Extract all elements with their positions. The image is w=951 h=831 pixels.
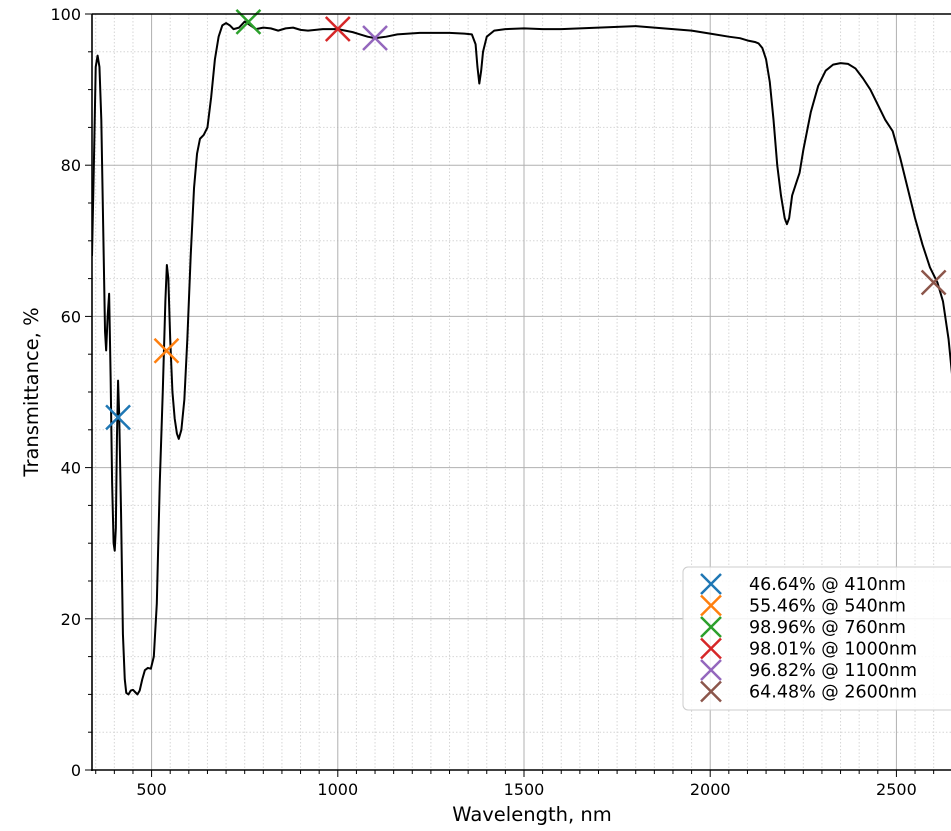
- legend-entry-label: 55.46% @ 540nm: [749, 597, 906, 617]
- data-marker: [153, 337, 180, 364]
- y-tick-label: 60: [61, 307, 81, 326]
- y-tick-label: 100: [50, 5, 81, 24]
- y-tick-label: 0: [71, 761, 81, 780]
- data-marker: [324, 16, 351, 42]
- data-marker: [105, 404, 131, 431]
- data-marker: [920, 269, 947, 296]
- legend-entry-label: 98.01% @ 1000nm: [749, 640, 917, 660]
- legend-marker: [700, 659, 722, 681]
- x-tick-label: 2000: [690, 780, 731, 799]
- x-tick-label: 1000: [317, 780, 358, 799]
- y-tick-label: 20: [61, 610, 81, 629]
- y-tick-label: 40: [61, 459, 81, 478]
- legend-marker: [700, 573, 722, 595]
- legend-marker: [700, 594, 722, 617]
- y-tick-label: 80: [61, 156, 81, 175]
- legend-box: [682, 566, 951, 711]
- legend-marker: [700, 680, 722, 703]
- data-marker: [362, 25, 388, 51]
- legend-entry-label: 46.64% @ 410nm: [749, 575, 906, 595]
- legend-entry-label: 96.82% @ 1100nm: [749, 661, 917, 681]
- x-tick-label: 1500: [504, 780, 545, 799]
- legend-entry-label: 98.96% @ 760nm: [749, 618, 906, 638]
- transmittance-series-line: [92, 20, 951, 696]
- tick-layer: 500 1000 1500 2000 2500 0 20 40 60 80 100: [50, 5, 935, 799]
- y-axis-label: Transmittance, %: [20, 307, 43, 477]
- legend-marker: [700, 637, 722, 660]
- x-axis-label: Wavelength, nm: [452, 803, 611, 826]
- x-tick-label: 2500: [876, 780, 917, 799]
- legend-entry-label: 64.48% @ 2600nm: [749, 683, 917, 703]
- series-layer: [92, 20, 951, 696]
- legend-marker: [700, 616, 722, 638]
- x-tick-label: 500: [136, 780, 167, 799]
